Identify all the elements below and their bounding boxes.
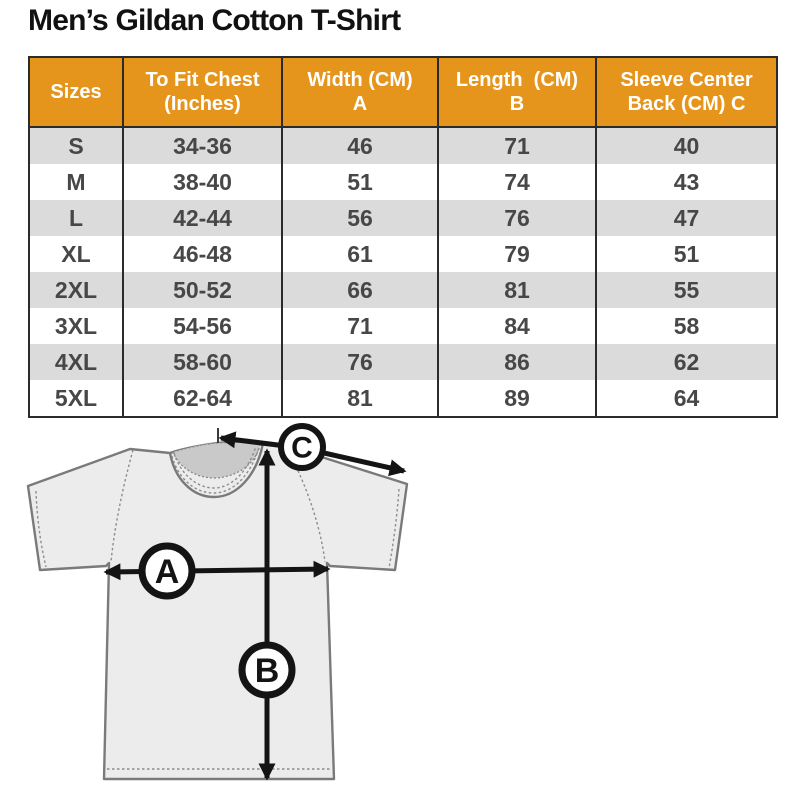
col-header-sleeve: Sleeve Center Back (CM) C (595, 57, 777, 128)
width-cell: 56 (281, 200, 438, 236)
header-line: (Inches) (164, 93, 241, 115)
sleeve-cell: 64 (595, 380, 777, 417)
table-row: 4XL 58-60 76 86 62 (29, 344, 777, 380)
header-line: To Fit Chest (145, 68, 260, 91)
marker-b-badge (238, 641, 296, 699)
sleeve-cell: 51 (595, 236, 777, 272)
sleeve-cell: 55 (595, 272, 777, 308)
size-cell: 5XL (29, 380, 123, 417)
header-line: Width (CM) (307, 68, 413, 91)
length-cell: 76 (437, 200, 596, 236)
header-line: B (509, 93, 525, 115)
col-header-length: Length (CM) B (437, 57, 596, 128)
size-cell: 3XL (29, 308, 123, 344)
length-cell: 79 (437, 236, 596, 272)
width-cell: 76 (281, 344, 438, 380)
table-row: L 42-44 56 76 47 (29, 200, 777, 236)
width-cell: 51 (281, 164, 438, 200)
col-header-sizes: Sizes (29, 57, 123, 128)
marker-c-badge (278, 423, 326, 471)
sleeve-cell: 40 (595, 127, 777, 164)
width-cell: 66 (281, 272, 438, 308)
size-cell: M (29, 164, 123, 200)
chest-cell: 50-52 (122, 272, 282, 308)
marker-b-label: B (255, 652, 280, 690)
chest-cell: 46-48 (122, 236, 282, 272)
tshirt-measurement-diagram: A B C (26, 423, 409, 781)
size-cell: L (29, 200, 123, 236)
table-header-row: Sizes To Fit Chest (Inches) Width (CM) A L… (29, 57, 777, 128)
length-cell: 81 (437, 272, 596, 308)
chest-cell: 62-64 (122, 380, 282, 417)
chest-cell: 42-44 (122, 200, 282, 236)
header-line: A (352, 93, 368, 115)
header-line: Back (CM) C (627, 93, 746, 115)
length-cell: 71 (437, 127, 596, 164)
chest-cell: 38-40 (122, 164, 282, 200)
size-cell: XL (29, 236, 123, 272)
width-cell: 71 (281, 308, 438, 344)
sleeve-cell: 62 (595, 344, 777, 380)
width-cell: 46 (281, 127, 438, 164)
table-row: 2XL 50-52 66 81 55 (29, 272, 777, 308)
marker-a-badge (138, 542, 196, 600)
page-title: Men’s Gildan Cotton T-Shirt (28, 4, 401, 37)
header-line: Length (CM) (455, 68, 579, 91)
col-header-chest: To Fit Chest (Inches) (122, 57, 282, 128)
length-cell: 86 (437, 344, 596, 380)
chest-cell: 34-36 (122, 127, 282, 164)
length-cell: 89 (437, 380, 596, 417)
sleeve-cell: 43 (595, 164, 777, 200)
length-cell: 74 (437, 164, 596, 200)
size-cell: S (29, 127, 123, 164)
left-armhole-seam (110, 449, 134, 563)
header-line: Sizes (50, 80, 102, 103)
table-row: S 34-36 46 71 40 (29, 127, 777, 164)
tshirt-outline (26, 440, 409, 781)
width-cell: 61 (281, 236, 438, 272)
size-chart-table: Sizes To Fit Chest (Inches) Width (CM) A L… (28, 56, 778, 418)
sleeve-cell: 47 (595, 200, 777, 236)
length-cell: 84 (437, 308, 596, 344)
marker-c-label: C (291, 432, 313, 465)
chest-cell: 58-60 (122, 344, 282, 380)
right-sleeve-stitch (388, 488, 400, 569)
size-cell: 2XL (29, 272, 123, 308)
table-row: XL 46-48 61 79 51 (29, 236, 777, 272)
table-row: M 38-40 51 74 43 (29, 164, 777, 200)
col-header-width: Width (CM) A (281, 57, 438, 128)
marker-a-label: A (155, 553, 180, 591)
size-cell: 4XL (29, 344, 123, 380)
header-line: Sleeve Center (620, 68, 753, 91)
left-sleeve-stitch (35, 490, 47, 568)
table-row: 5XL 62-64 81 89 64 (29, 380, 777, 417)
width-cell: 81 (281, 380, 438, 417)
chest-cell: 54-56 (122, 308, 282, 344)
sleeve-cell: 58 (595, 308, 777, 344)
table-row: 3XL 54-56 71 84 58 (29, 308, 777, 344)
